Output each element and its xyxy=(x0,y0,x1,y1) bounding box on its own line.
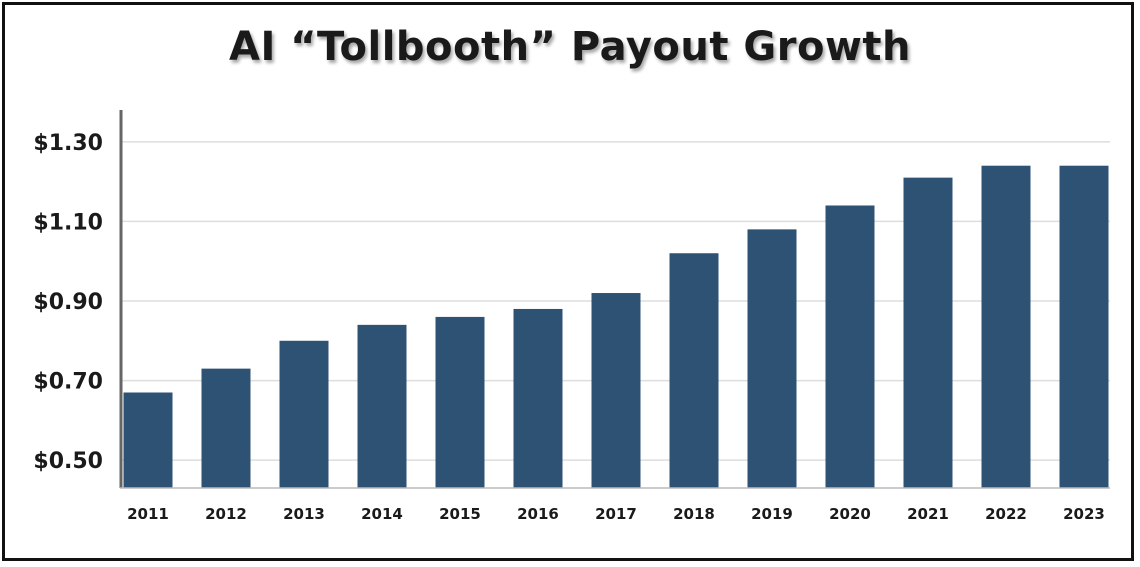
x-tick-label: 2021 xyxy=(907,505,949,523)
y-tick-label: $1.30 xyxy=(33,131,103,156)
x-tick-label: 2020 xyxy=(829,505,871,523)
x-tick-label: 2017 xyxy=(595,505,637,523)
x-tick-label: 2015 xyxy=(439,505,481,523)
bar-2018 xyxy=(669,253,719,488)
bar-2013 xyxy=(279,340,329,488)
bar-2012 xyxy=(201,368,251,488)
bar-2021 xyxy=(903,177,953,489)
y-tick-labels: $0.50 $0.70 $0.90 $1.10 $1.30 xyxy=(33,131,103,474)
x-tick-label: 2011 xyxy=(127,505,169,523)
x-tick-label: 2019 xyxy=(751,505,793,523)
y-tick-label: $0.70 xyxy=(33,370,103,395)
x-tick-label: 2022 xyxy=(985,505,1027,523)
x-tick-label: 2016 xyxy=(517,505,559,523)
x-tick-label: 2023 xyxy=(1063,505,1105,523)
bar-2020 xyxy=(825,205,875,488)
x-tick-label: 2013 xyxy=(283,505,325,523)
bars xyxy=(123,165,1109,489)
x-tick-label: 2018 xyxy=(673,505,715,523)
bar-2014 xyxy=(357,324,407,488)
y-tick-label: $1.10 xyxy=(33,210,103,235)
x-tick-labels: 2011 2012 2013 2014 2015 2016 2017 2018 2019 2020… xyxy=(127,505,1105,523)
bar-2017 xyxy=(591,293,641,488)
y-tick-label: $0.90 xyxy=(33,290,103,315)
bar-2023 xyxy=(1059,165,1109,488)
bar-2011 xyxy=(123,392,173,488)
bar-2016 xyxy=(513,308,563,488)
y-tick-label: $0.50 xyxy=(33,449,103,474)
bar-2022 xyxy=(981,165,1031,488)
chart-title: AI “Tollbooth” Payout Growth xyxy=(228,24,911,70)
x-tick-label: 2012 xyxy=(205,505,247,523)
bar-2019 xyxy=(747,229,797,489)
bar-2015 xyxy=(435,316,485,488)
x-tick-label: 2014 xyxy=(361,505,403,523)
